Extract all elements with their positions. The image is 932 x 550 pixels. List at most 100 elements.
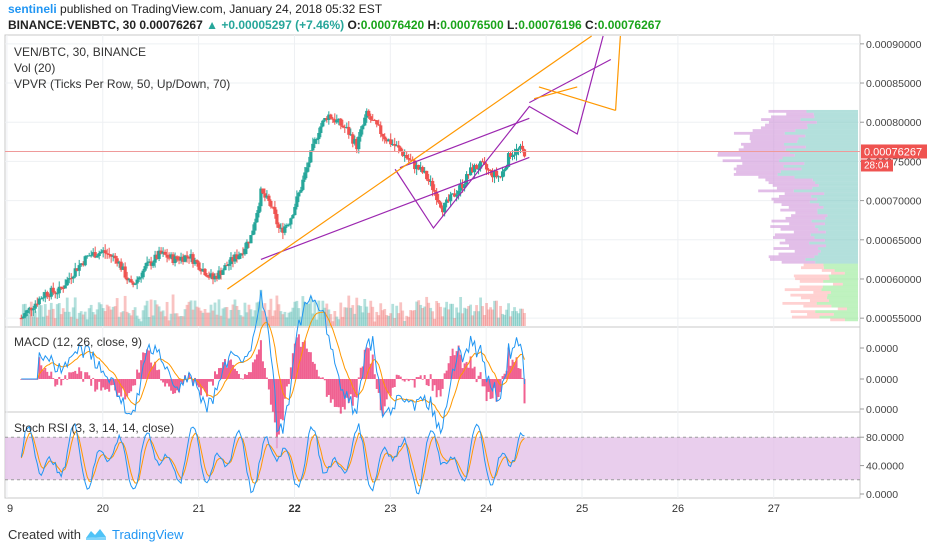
vpvr-down-row	[784, 192, 825, 196]
vpvr-down-row	[736, 164, 784, 168]
author-link[interactable]: sentineli	[8, 2, 57, 16]
vpvr-down-row	[778, 252, 819, 256]
macd-histogram-bar	[182, 379, 185, 384]
volume-bar	[171, 294, 175, 326]
macd-histogram-bar	[116, 379, 119, 397]
tradingview-logo-icon	[86, 529, 106, 540]
vpvr-down-row	[837, 307, 847, 311]
macd-histogram-bar	[231, 364, 234, 379]
macd-histogram-bar	[377, 379, 380, 393]
candle-body	[453, 193, 457, 197]
volume-bar	[417, 300, 421, 326]
candle-body	[315, 139, 319, 141]
candle-body	[285, 224, 289, 227]
vpvr-up-row	[830, 290, 858, 294]
volume-bar	[53, 318, 57, 326]
stoch-d-line	[20, 430, 525, 487]
macd-histogram-bar	[285, 379, 288, 387]
macd-histogram-bar	[245, 374, 248, 379]
macd-histogram-bar	[217, 368, 220, 379]
candle-body	[247, 241, 251, 244]
price-axis[interactable]: 0.000900000.000850000.000800000.00075000…	[860, 39, 922, 325]
candle-body	[431, 180, 435, 191]
macd-histogram-bar	[299, 346, 302, 379]
macd-histogram-bar	[497, 379, 500, 397]
candle-body	[429, 180, 433, 182]
trend-drawings[interactable]	[227, 35, 621, 290]
macd-histogram-bar	[76, 373, 79, 379]
candle-body	[129, 279, 133, 283]
volume-bar	[467, 306, 471, 326]
candle-body	[115, 258, 119, 264]
vpvr-down-row	[803, 263, 824, 267]
volume-bar	[65, 297, 69, 326]
vpvr-down-row	[733, 131, 785, 135]
candle-body	[512, 154, 517, 156]
volume-bar	[299, 316, 303, 326]
volume-bar	[227, 318, 231, 326]
volume-bar	[287, 312, 291, 326]
macd-histogram-bar	[160, 379, 163, 381]
macd-histogram-bar	[479, 372, 482, 379]
vpvr-up-row	[811, 194, 858, 198]
macd-histogram-bar	[86, 372, 89, 379]
volume-bar	[211, 310, 215, 326]
time-axis[interactable]: 9 20 21 22 23 24 25 26 27	[7, 503, 780, 515]
volume-bar	[97, 302, 101, 326]
low-value: 0.00076196	[518, 18, 582, 32]
macd-histogram-bar	[269, 379, 272, 405]
candle-body	[107, 253, 111, 255]
macd-histogram-bar	[146, 349, 149, 379]
vpvr-down-row	[807, 312, 834, 316]
volume-bar	[31, 316, 35, 326]
candle-body	[57, 286, 61, 294]
macd-histogram-bar	[423, 375, 426, 379]
candle-body	[85, 255, 89, 257]
stoch-rsi-pane: 80.0000 40.0000 0.0000	[5, 423, 904, 501]
volume-bar	[415, 301, 419, 326]
candle-body	[75, 268, 79, 271]
vpvr-up-row	[826, 296, 858, 300]
macd-histogram-bar	[265, 377, 268, 379]
candle-body	[413, 160, 417, 170]
time-tick-label: 9	[7, 503, 13, 515]
candle-body	[369, 116, 373, 120]
macd-histogram-bar	[313, 363, 316, 379]
volume-bar	[283, 311, 287, 326]
candle-body	[169, 254, 173, 258]
vpvr-down-row	[801, 266, 824, 270]
vpvr-up-row	[784, 131, 858, 135]
macd-histogram-bar	[126, 379, 129, 397]
vpvr-down-row	[769, 258, 806, 261]
volume-bar	[335, 316, 339, 326]
chart-canvas[interactable]: 0.0000 0.0000 0.0000 80.0000 40.0000 0.0000 …	[0, 34, 932, 518]
candle-body	[490, 170, 495, 178]
vpvr-up-row	[823, 266, 858, 270]
candle-body	[175, 256, 179, 260]
macd-histogram-bar	[88, 375, 91, 379]
volume-bar	[509, 316, 512, 326]
candle-body	[217, 270, 221, 279]
volume-bar	[137, 318, 141, 326]
vpvr-up-row	[805, 258, 858, 261]
volume-bar	[433, 318, 437, 326]
stoch-tick-label: 0.0000	[866, 489, 898, 501]
tradingview-brand-link[interactable]: TradingView	[112, 527, 184, 542]
candle-body	[297, 192, 301, 197]
volume-bar	[419, 304, 423, 326]
candle-body	[365, 110, 369, 118]
candle-body	[27, 307, 31, 311]
macd-histogram-bar	[124, 379, 127, 400]
macd-histogram-bar	[128, 379, 131, 394]
candle-body	[441, 207, 445, 213]
legend-macd: MACD (12, 26, close, 9)	[14, 335, 142, 349]
volume-bar	[59, 314, 63, 326]
candle-body	[267, 195, 271, 201]
volume-bar	[99, 304, 103, 326]
volume-bar	[515, 311, 518, 326]
macd-histogram-bar	[445, 370, 448, 379]
macd-histogram-bar	[365, 347, 368, 379]
volume-bar	[455, 307, 459, 326]
macd-histogram-bar	[106, 379, 109, 390]
candle-body	[121, 266, 125, 270]
